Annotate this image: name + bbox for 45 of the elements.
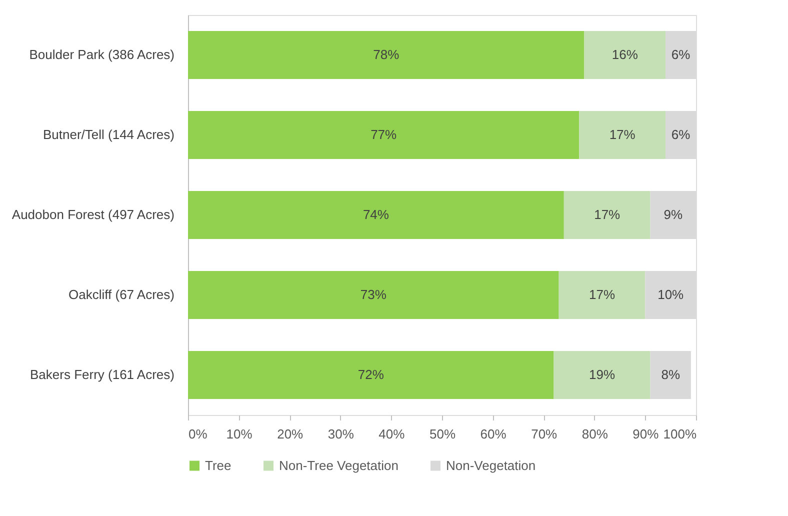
x-tick-label: 60%	[480, 426, 507, 442]
data-label: 17%	[609, 127, 636, 142]
x-tick-label: 70%	[531, 426, 558, 442]
bar	[579, 111, 666, 159]
bar	[188, 271, 559, 319]
bar	[188, 191, 564, 239]
data-label: 6%	[671, 47, 691, 62]
x-tick-label: 30%	[328, 426, 354, 442]
data-label: 72%	[358, 367, 384, 382]
x-tick-label: 90%	[632, 426, 660, 442]
x-tick-label: 100%	[663, 426, 697, 442]
data-label: 74%	[362, 207, 390, 222]
data-label: 17%	[594, 207, 621, 222]
bar	[558, 271, 646, 319]
bar	[188, 31, 584, 79]
bar	[188, 351, 554, 399]
data-label: 17%	[589, 287, 616, 302]
data-label: 6%	[671, 127, 691, 142]
bar	[188, 111, 580, 159]
bar	[564, 191, 650, 239]
x-tick-label: 0%	[188, 426, 208, 442]
x-tick-label: 50%	[429, 426, 456, 442]
data-label: 10%	[658, 287, 684, 302]
y-tick-label: Boulder Park (386 Acres)	[29, 47, 174, 62]
data-label: 77%	[370, 127, 398, 142]
bar	[554, 351, 650, 399]
legend-label: Tree	[205, 458, 232, 473]
y-tick-label: Oakcliff (67 Acres)	[68, 287, 174, 302]
data-label: 78%	[373, 47, 400, 62]
y-tick-label: Butner/Tell (144 Acres)	[42, 127, 174, 142]
x-tick-label: 10%	[226, 426, 253, 442]
data-label: 8%	[661, 367, 680, 382]
data-label: 9%	[664, 207, 683, 222]
y-tick-label: Bakers Ferry (161 Acres)	[30, 367, 174, 382]
legend-label: Non-Tree Vegetation	[279, 458, 398, 473]
data-label: 19%	[589, 367, 616, 382]
data-label: 16%	[612, 47, 638, 62]
x-tick-label: 80%	[582, 426, 608, 442]
legend-label: Non-Vegetation	[446, 458, 536, 473]
data-label: 73%	[360, 287, 387, 302]
bar	[584, 31, 666, 79]
x-tick-label: 20%	[277, 426, 304, 442]
x-tick-label: 40%	[378, 426, 406, 442]
y-tick-label: Audobon Forest (497 Acres)	[12, 207, 174, 222]
bar	[650, 351, 691, 399]
